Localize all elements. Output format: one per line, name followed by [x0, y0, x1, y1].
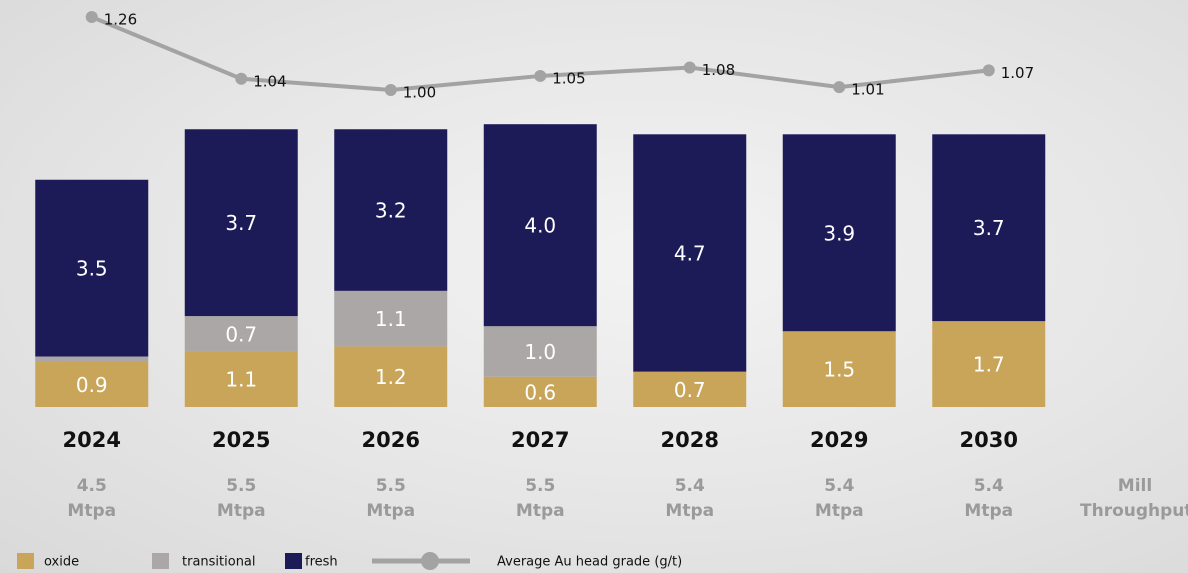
legend-dot [421, 552, 439, 570]
throughput-label: 5.5 Mtpa [515, 476, 565, 521]
value-label: 4.7 [674, 241, 706, 265]
bar-segment [633, 371, 747, 407]
bar-segment [483, 326, 597, 377]
grade-label: 1.01 [851, 81, 884, 99]
bar-segment [184, 316, 298, 352]
bar-segment [483, 376, 597, 407]
grade-label: 1.05 [552, 69, 585, 87]
bar-segment [35, 356, 149, 362]
value-label: 0.6 [524, 380, 556, 404]
bar-segment [184, 129, 298, 317]
x-tick-label: 2026 [362, 428, 420, 452]
value-label: 1.1 [225, 368, 257, 392]
grade-point [982, 64, 995, 77]
bar-segment [633, 134, 747, 372]
grade-label: 1.08 [702, 61, 735, 79]
grade-point [85, 11, 98, 24]
bar-segment [334, 346, 448, 407]
throughput-title: Mill Throughput [1080, 476, 1188, 521]
grade-label: 1.00 [403, 83, 436, 101]
value-label: 3.5 [76, 257, 108, 281]
grade-label: 1.26 [104, 11, 137, 29]
legend-label: oxide [44, 555, 79, 570]
value-label: 0.9 [76, 373, 108, 397]
bar-segment [932, 134, 1046, 322]
throughput-label: 5.4 Mtpa [964, 476, 1014, 521]
throughput-label: 5.4 Mtpa [665, 476, 715, 521]
x-tick-label: 2028 [661, 428, 719, 452]
throughput-label: 5.5 Mtpa [216, 476, 266, 521]
legend-label: transitional [182, 555, 256, 570]
bar-segment [184, 351, 298, 407]
value-label: 3.9 [823, 221, 855, 245]
bar-segment [932, 321, 1046, 407]
grade-label: 1.07 [1001, 64, 1034, 82]
x-tick-label: 2024 [63, 428, 121, 452]
bar-segment [35, 179, 149, 357]
value-label: 1.0 [524, 340, 556, 364]
grade-point [235, 72, 248, 85]
bar-segment [35, 361, 149, 407]
value-label: 3.7 [973, 216, 1005, 240]
value-label: 3.2 [375, 199, 407, 223]
grade-label: 1.04 [253, 72, 286, 90]
legend-swatch [152, 553, 169, 569]
legend-label: fresh [305, 555, 338, 570]
x-tick-label: 2027 [511, 428, 569, 452]
legend-label: Average Au head grade (g/t) [497, 555, 682, 570]
bar-segment [782, 134, 896, 332]
legend-swatch [285, 553, 302, 569]
bar-segment [483, 124, 597, 327]
value-label: 1.2 [375, 365, 407, 389]
value-label: 0.7 [674, 378, 706, 402]
bar-segment [334, 129, 448, 291]
value-label: 3.7 [225, 211, 257, 235]
bar-segment [782, 331, 896, 407]
throughput-label: 4.5 Mtpa [67, 476, 117, 521]
value-label: 4.0 [524, 214, 556, 238]
grade-point [833, 81, 846, 94]
x-tick-label: 2025 [212, 428, 270, 452]
bar-segment [334, 290, 448, 347]
x-tick-label: 2029 [810, 428, 868, 452]
grade-point [683, 61, 696, 74]
throughput-label: 5.4 Mtpa [814, 476, 864, 521]
value-label: 1.7 [973, 353, 1005, 377]
grade-point [534, 69, 547, 82]
value-label: 1.1 [375, 307, 407, 331]
legend-swatch [17, 553, 34, 569]
value-label: 0.7 [225, 322, 257, 346]
value-label: 1.5 [823, 358, 855, 382]
throughput-label: 5.5 Mtpa [366, 476, 416, 521]
grade-point [384, 83, 397, 96]
x-tick-label: 2030 [960, 428, 1018, 452]
